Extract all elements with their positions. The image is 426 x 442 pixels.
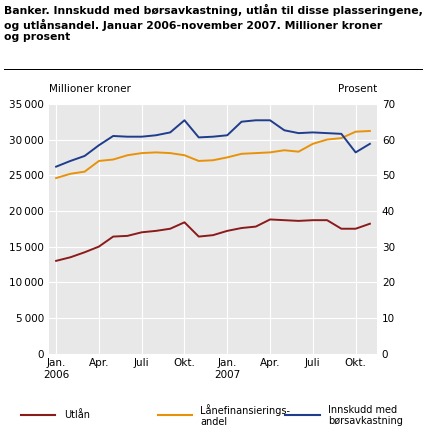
Text: Prosent: Prosent bbox=[338, 84, 377, 94]
Text: Banker. Innskudd med børsavkastning, utlån til disse plasseringene,
og utlånsand: Banker. Innskudd med børsavkastning, utl… bbox=[4, 4, 423, 42]
Text: Innskudd med
børsavkastning: Innskudd med børsavkastning bbox=[328, 405, 403, 426]
Text: Utlån: Utlån bbox=[64, 411, 90, 420]
Text: Millioner kroner: Millioner kroner bbox=[49, 84, 131, 94]
Text: Lånefinansierings-
andel: Lånefinansierings- andel bbox=[200, 404, 290, 427]
